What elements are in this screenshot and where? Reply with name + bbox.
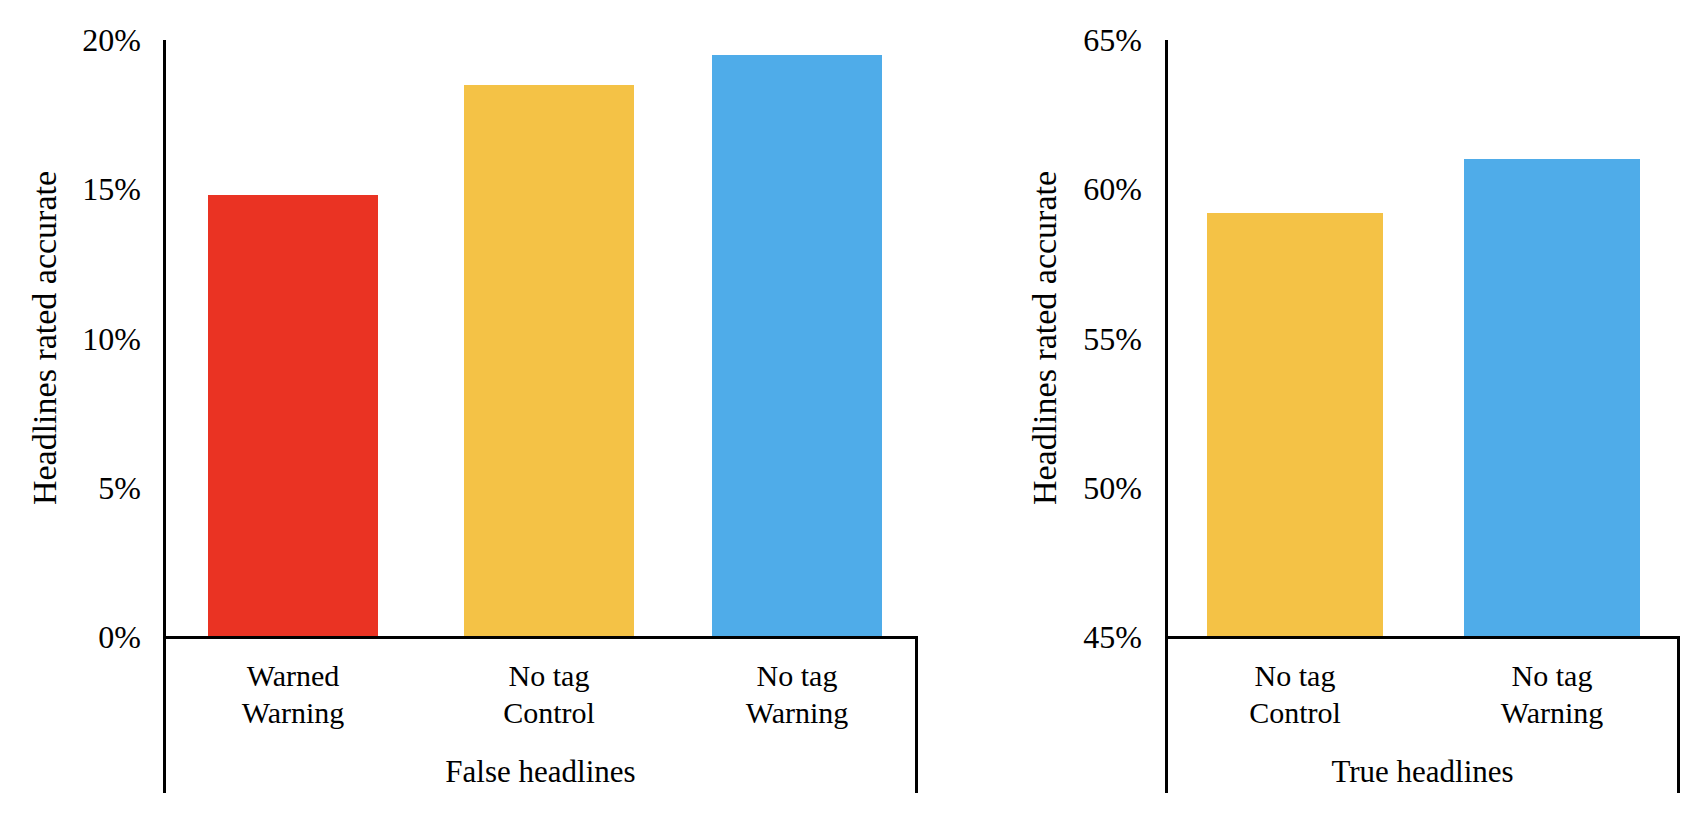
- category-label-line: Warning: [153, 694, 433, 731]
- x-axis-title: False headlines: [291, 753, 791, 791]
- ytick-label-50: 50%: [992, 468, 1142, 508]
- y-axis-line: [1165, 40, 1168, 793]
- ytick-label-5: 5%: [0, 468, 141, 508]
- bar-warned-warning: [208, 195, 378, 637]
- y-axis-title: Headlines rated accurate: [1024, 88, 1066, 588]
- ytick-label-60: 60%: [992, 169, 1142, 209]
- category-label-line: No tag: [1412, 657, 1692, 694]
- category-label: No tagWarning: [657, 657, 937, 731]
- bar-no-tag-warning: [712, 55, 882, 637]
- category-label-line: Warned: [153, 657, 433, 694]
- x-axis-title: True headlines: [1173, 753, 1673, 791]
- y-axis-line: [163, 40, 166, 793]
- label-box-right-line: [1677, 637, 1680, 793]
- ytick-label-15: 15%: [0, 169, 141, 209]
- ytick-label-20: 20%: [0, 20, 141, 60]
- category-label-line: Control: [409, 694, 689, 731]
- ytick-label-0: 0%: [0, 617, 141, 657]
- category-label-line: Warning: [657, 694, 937, 731]
- x-axis-line: [1165, 636, 1680, 639]
- category-label-line: Warning: [1412, 694, 1692, 731]
- ytick-label-65: 65%: [992, 20, 1142, 60]
- category-label-line: Control: [1155, 694, 1435, 731]
- category-label: No tagControl: [1155, 657, 1435, 731]
- category-label-line: No tag: [409, 657, 689, 694]
- x-axis-line: [163, 636, 918, 639]
- ytick-label-55: 55%: [992, 319, 1142, 359]
- category-label: No tagWarning: [1412, 657, 1692, 731]
- label-box-right-line: [915, 637, 918, 793]
- category-label: WarnedWarning: [153, 657, 433, 731]
- dual-bar-chart-figure: 0%5%10%15%20%WarnedWarningNo tagControlN…: [0, 0, 1704, 818]
- bar-no-tag-warning: [1464, 159, 1640, 637]
- ytick-label-10: 10%: [0, 319, 141, 359]
- ytick-label-45: 45%: [992, 617, 1142, 657]
- category-label-line: No tag: [657, 657, 937, 694]
- category-label-line: No tag: [1155, 657, 1435, 694]
- y-axis-title: Headlines rated accurate: [24, 88, 66, 588]
- bar-no-tag-control: [1207, 213, 1383, 637]
- bar-no-tag-control: [464, 85, 634, 637]
- category-label: No tagControl: [409, 657, 689, 731]
